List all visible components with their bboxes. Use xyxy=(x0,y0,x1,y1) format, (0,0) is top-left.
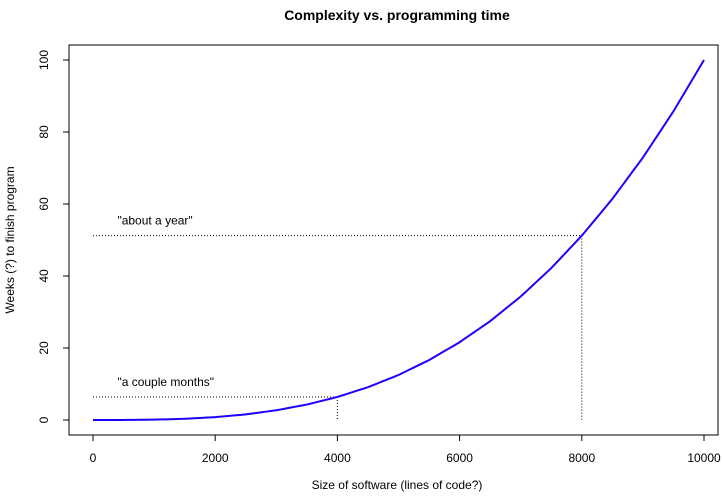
annotation-1: "about a year" xyxy=(117,214,192,228)
y-axis: 0 20 40 60 80 100 xyxy=(37,50,70,423)
series-layer xyxy=(93,59,705,421)
x-axis: 0 2000 4000 6000 8000 10000 xyxy=(90,434,721,465)
annotations: "a couple months" "about a year" xyxy=(117,214,214,389)
x-tick-label: 10000 xyxy=(687,451,721,465)
annotation-0: "a couple months" xyxy=(117,375,214,389)
x-tick-label: 4000 xyxy=(324,451,351,465)
y-tick-label: 100 xyxy=(37,50,51,70)
y-tick-label: 20 xyxy=(37,341,51,355)
x-tick-label: 8000 xyxy=(568,451,595,465)
x-tick-label: 6000 xyxy=(446,451,473,465)
x-tick-label: 0 xyxy=(90,451,97,465)
x-axis-label: Size of software (lines of code?) xyxy=(312,478,483,492)
y-tick-label: 40 xyxy=(37,269,51,283)
y-tick-label: 80 xyxy=(37,125,51,139)
reference-lines xyxy=(93,235,583,420)
series-line-0 xyxy=(93,59,705,421)
x-tick-label: 2000 xyxy=(202,451,229,465)
y-axis-label: Weeks (?) to finish program xyxy=(3,166,17,313)
chart-title: Complexity vs. programming time xyxy=(284,7,510,23)
y-tick-label: 60 xyxy=(37,197,51,211)
y-tick-label: 0 xyxy=(37,416,51,423)
